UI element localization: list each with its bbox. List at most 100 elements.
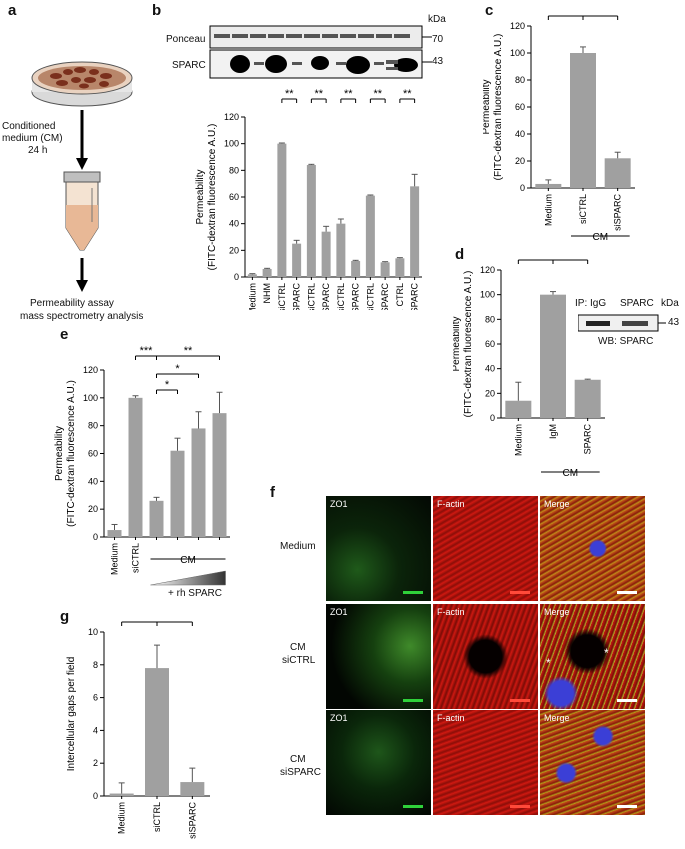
bar (191, 428, 206, 537)
category-label: siCTRL (152, 802, 162, 832)
category-label: siCTRL (131, 543, 141, 573)
scale-bar (403, 699, 423, 702)
y-axis-label: Permeability (453, 316, 462, 371)
category-label: Medium (117, 802, 127, 834)
y-tick-label: 40 (88, 476, 98, 486)
micrograph-cm-sictrl-merge: Merge * * (540, 604, 645, 709)
y-axis-label: (FITC-dextran fluorescence A.U.) (207, 124, 218, 271)
y-axis-label: Intercellular gaps per field (66, 657, 77, 772)
category-label: siCTRL (336, 283, 346, 310)
rh-sparc-label: + rh SPARC (168, 588, 222, 599)
y-tick-label: 0 (520, 183, 525, 193)
channel-label: ZO1 (330, 499, 348, 509)
panel-e-label: e (60, 326, 69, 343)
y-tick-label: 100 (480, 290, 495, 300)
panel-d-label: d (455, 246, 465, 263)
micrograph-cm-sictrl-zo1: ZO1 (326, 604, 431, 709)
wb-sparc-label: WB: SPARC (598, 336, 654, 347)
down-arrow-icon-1 (76, 110, 88, 170)
y-axis-label: Permeability (54, 426, 65, 481)
y-tick-label: 60 (515, 102, 525, 112)
y-tick-label: 20 (515, 156, 525, 166)
group-label: CM (563, 468, 579, 479)
assay-text-line2: mass spectrometry analysis (20, 311, 144, 322)
channel-label: F-actin (437, 713, 465, 723)
y-axis-label: (FITC-dextran fluorescence A.U.) (463, 271, 474, 418)
bar (262, 269, 272, 277)
y-tick-label: 10 (88, 627, 98, 637)
cm-text-line3: 24 h (28, 145, 48, 156)
group-label: CM (180, 555, 196, 566)
category-label: siCTRL (365, 283, 375, 310)
ip-mw-43: 43 (668, 317, 680, 328)
ip-kda-label: kDa (661, 298, 679, 309)
significance-stars: * (165, 379, 170, 391)
significance-stars: ** (135, 618, 144, 623)
category-label: siSPARC (292, 283, 302, 310)
y-tick-label: 40 (485, 364, 495, 374)
gap-marker-star: * (604, 646, 609, 660)
category-label: SPARC (583, 424, 593, 455)
bar (604, 158, 631, 188)
channel-label: ZO1 (330, 713, 348, 723)
chart-e: 0 20 40 60 80 100 120 Permeability (FITC-dextran… (54, 345, 230, 586)
y-tick-label: 100 (224, 139, 239, 149)
y-axis-label: Permeability (195, 169, 206, 224)
y-tick-label: 60 (229, 192, 239, 202)
y-tick-label: 80 (88, 421, 98, 431)
category-label: cl. SPARC (410, 283, 420, 310)
bar (505, 400, 532, 418)
category-label: siSPARC (321, 283, 331, 310)
panel-a-label: a (8, 2, 17, 19)
micrograph-medium-factin: F-actin (433, 496, 538, 601)
y-tick-label: 80 (229, 165, 239, 175)
y-axis-label: (FITC-dextran fluorescence A.U.) (66, 380, 77, 527)
petri-dish-icon (31, 61, 133, 107)
y-tick-label: 2 (93, 758, 98, 768)
bar (540, 294, 566, 418)
row-label-cm-sictrl-2: siCTRL (282, 655, 316, 666)
bar (277, 143, 287, 277)
western-blot-b (209, 25, 432, 79)
y-tick-label: 20 (88, 504, 98, 514)
y-tick-label: 80 (515, 75, 525, 85)
row-label-cm-sisparc-1: CM (290, 754, 306, 765)
y-tick-label: 0 (234, 272, 239, 282)
category-label: cl. CTRL (395, 283, 405, 310)
y-axis-label: Permeability (483, 79, 492, 134)
bar (212, 413, 227, 537)
chart-d: 0 20 40 60 80 100 120 Permeability (FITC-dextran… (453, 256, 605, 479)
gap-marker-star: * (546, 656, 551, 670)
assay-text-line1: Permeability assay (30, 298, 114, 309)
y-tick-label: 120 (480, 265, 495, 275)
y-tick-label: 40 (515, 129, 525, 139)
blot-row-ponceau-label: Ponceau (166, 34, 206, 45)
scale-bar (617, 591, 637, 594)
bar (109, 793, 134, 796)
category-label: Medium (110, 543, 120, 575)
bar (535, 183, 562, 188)
bar (321, 231, 331, 277)
category-label: siSPARC (351, 283, 361, 310)
y-tick-label: 4 (93, 725, 98, 735)
y-tick-label: 120 (83, 365, 98, 375)
y-tick-label: 8 (93, 660, 98, 670)
significance-stars: ** (403, 88, 412, 100)
channel-label: F-actin (437, 607, 465, 617)
ip-sparc-label: SPARC (620, 298, 654, 309)
y-tick-label: 60 (485, 339, 495, 349)
micrograph-cm-sisparc-merge: Merge (540, 710, 645, 815)
blot-mw-70: 70 (432, 34, 444, 45)
channel-label: Merge (544, 607, 570, 617)
scale-bar (510, 591, 530, 594)
micrograph-medium-zo1: ZO1 (326, 496, 431, 601)
group-label: CM (593, 232, 609, 243)
conical-tube-icon (63, 171, 101, 251)
row-label-cm-sictrl-1: CM (290, 642, 306, 653)
row-label-cm-sisparc-2: siSPARC (280, 767, 321, 778)
category-label: Medium (513, 424, 523, 456)
significance-stars: ** (344, 88, 353, 100)
y-tick-label: 0 (93, 791, 98, 801)
significance-stars: ** (184, 345, 193, 357)
bar (180, 782, 205, 796)
